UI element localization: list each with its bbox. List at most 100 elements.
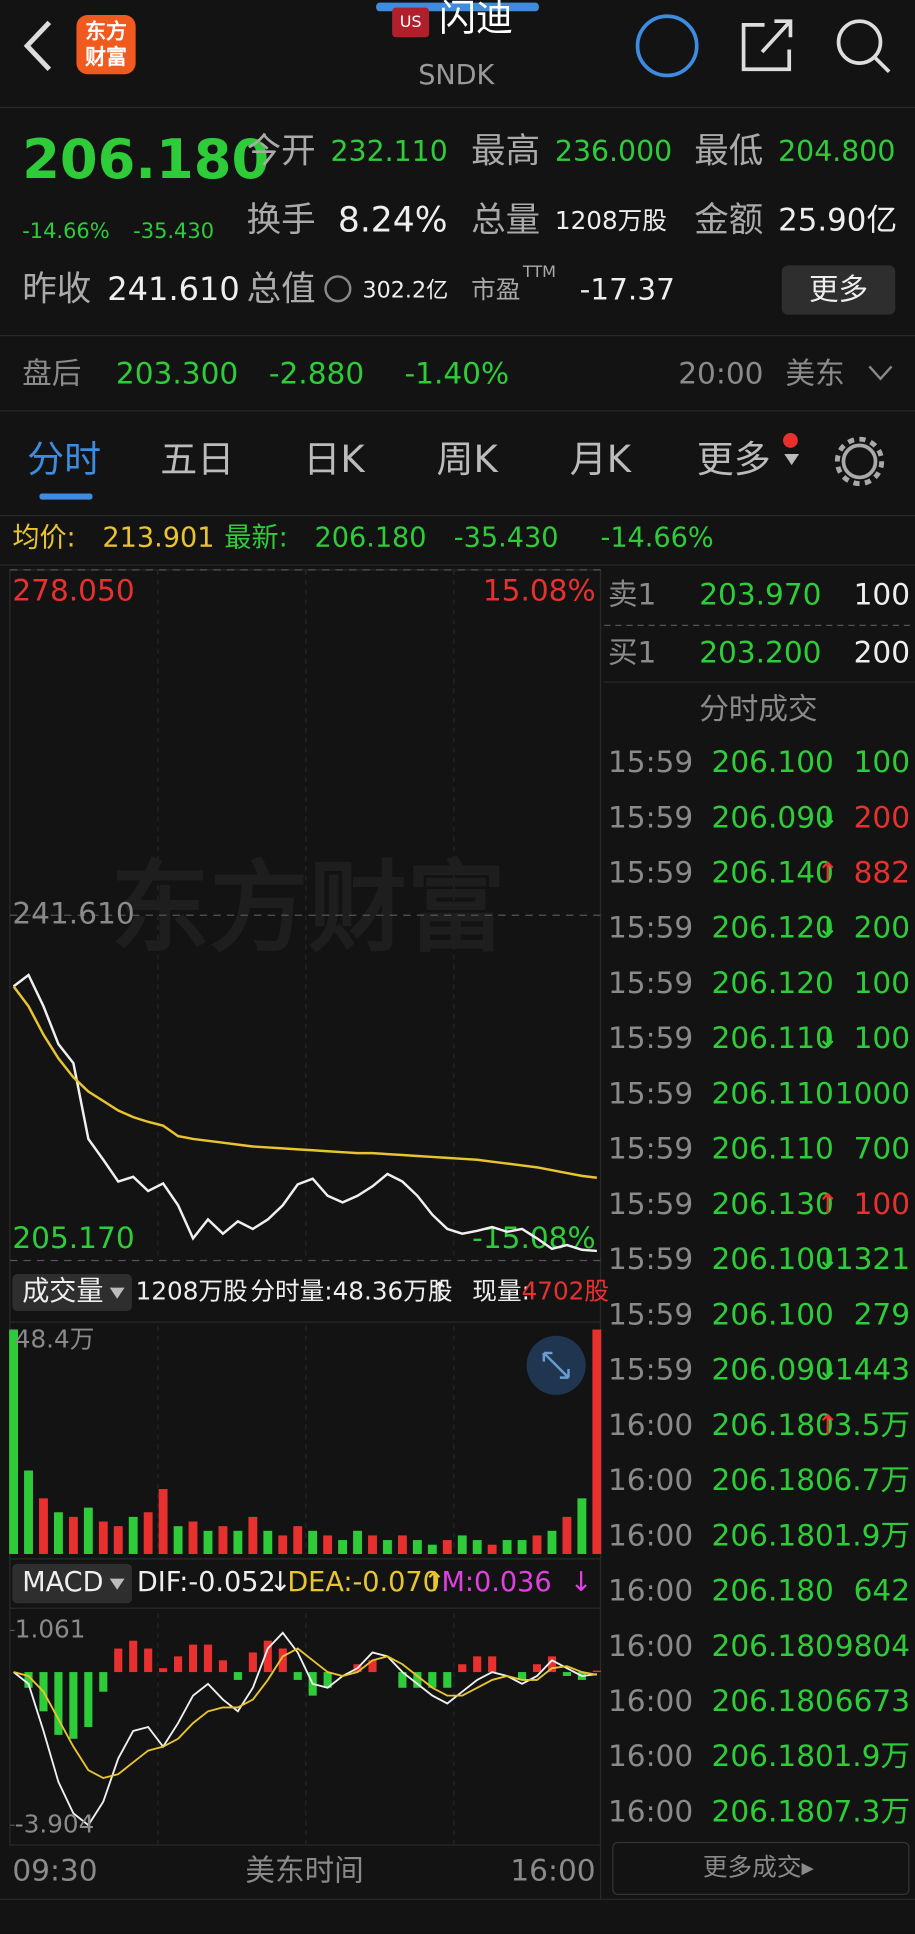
after-hours-price: 203.300 — [116, 357, 238, 391]
macd-bar — [24, 1672, 33, 1688]
watermark: 东方财富 — [111, 851, 506, 966]
search-button[interactable] — [836, 19, 891, 74]
settings-button[interactable] — [834, 436, 885, 487]
volume-selector[interactable] — [12, 1274, 132, 1312]
trade-arrow: ↓ — [816, 1244, 839, 1275]
latest-change: -35.430 — [454, 523, 559, 554]
more-trades[interactable]: 更多成交▸ — [703, 1852, 815, 1881]
stat-value: 25.90亿 — [778, 203, 897, 239]
avg-label: 均价: — [12, 523, 75, 554]
last-price: 206.180 — [22, 128, 269, 191]
trade-volume: 100 — [854, 966, 910, 1000]
volume-bar — [203, 1530, 213, 1554]
stat-value: 204.800 — [778, 135, 895, 168]
fullscreen-button[interactable] — [526, 1335, 586, 1395]
info-icon[interactable] — [324, 275, 352, 303]
volume-bar — [487, 1544, 497, 1554]
trade-price: 206.180 — [712, 1739, 834, 1773]
trade-volume: 882 — [854, 855, 910, 889]
trade-volume: 1.9万 — [833, 1739, 910, 1773]
macd-bar — [99, 1672, 108, 1692]
logo — [76, 15, 136, 75]
trade-time: 16:00 — [608, 1629, 693, 1663]
volume-period: 分时量:48.36万股 — [250, 1277, 452, 1306]
volume-bar — [472, 1540, 482, 1554]
after-hours-change: -2.880 — [269, 357, 364, 391]
trade-price: 206.120 — [712, 966, 834, 1000]
trade-time: 15:59 — [608, 1076, 693, 1110]
back-button[interactable] — [23, 20, 52, 71]
trades-title: 分时成交 — [699, 692, 817, 726]
trade-time: 16:00 — [608, 1518, 693, 1552]
after-hours-time: 20:00 — [678, 357, 763, 391]
tab[interactable]: 分时 — [27, 438, 101, 481]
trade-price: 206.180 — [712, 1684, 834, 1718]
tab[interactable]: 更多 — [697, 438, 771, 481]
stock-code: SNDK — [418, 60, 495, 91]
ai-button[interactable] — [635, 14, 699, 78]
trade-time: 16:00 — [608, 1739, 693, 1773]
trade-arrow: ↓ — [816, 802, 839, 833]
dropdown-arrow[interactable] — [109, 1578, 125, 1590]
tab[interactable]: 周K — [437, 438, 500, 481]
trade-volume: 1321 — [835, 1242, 910, 1276]
macd-bar — [293, 1672, 302, 1680]
share-button[interactable] — [741, 19, 793, 72]
volume-bar — [442, 1540, 452, 1554]
after-hours-label: 盘后 — [22, 357, 81, 391]
macd-bar — [368, 1660, 377, 1673]
trade-price: 206.130 — [712, 1187, 834, 1221]
trade-volume: 1.9万 — [833, 1518, 910, 1552]
series-line — [12, 973, 597, 1253]
logo-text: 东方 — [85, 19, 127, 43]
trade-time: 16:00 — [608, 1684, 693, 1718]
trade-price: 206.090 — [712, 1353, 834, 1387]
expand-chevron[interactable] — [868, 365, 893, 381]
trade-price: 206.100 — [712, 1242, 834, 1276]
tab[interactable]: 月K — [570, 438, 633, 481]
more-button[interactable] — [781, 265, 896, 315]
more-trades-button[interactable] — [612, 1841, 910, 1895]
legend-entry: DIF:-0.052 — [137, 1567, 276, 1598]
volume-bar — [293, 1526, 303, 1554]
macd-bar — [144, 1648, 153, 1673]
y-tick-label: -3.904 — [15, 1809, 94, 1838]
indicator-selector[interactable] — [12, 1563, 132, 1604]
tab[interactable]: 日K — [303, 438, 366, 481]
macd-bar — [69, 1672, 78, 1739]
after-hours-pct: -1.40% — [404, 357, 509, 391]
series-line — [12, 1631, 597, 1827]
market-badge: US — [400, 12, 422, 31]
trade-arrow: ↑ — [816, 857, 839, 888]
trade-price: 206.100 — [712, 1297, 834, 1331]
legend-entry: M:0.036 — [441, 1567, 551, 1598]
volume-bar — [383, 1540, 392, 1554]
trade-time: 15:59 — [608, 1021, 693, 1055]
stat-label: 总量 — [471, 201, 540, 241]
trade-time: 15:59 — [608, 1132, 693, 1166]
volume-bar — [338, 1540, 348, 1554]
legend-entry: ↓ — [269, 1567, 292, 1598]
dropdown-arrow[interactable] — [784, 454, 800, 466]
macd-bar — [458, 1664, 467, 1673]
macd-bar — [443, 1672, 452, 1688]
stat-value: 302.2亿 — [363, 278, 449, 304]
change-pct: -14.66% — [22, 219, 109, 243]
tab[interactable]: 五日 — [160, 438, 234, 481]
volume-bar — [547, 1530, 557, 1554]
volume-bar — [158, 1489, 168, 1554]
trade-time: 16:00 — [608, 1408, 693, 1442]
dropdown-arrow[interactable] — [109, 1287, 125, 1299]
more-button[interactable]: 更多 — [809, 273, 868, 307]
stat-value: 232.110 — [330, 135, 447, 168]
trade-volume: 3.5万 — [833, 1408, 910, 1442]
market-badge — [392, 7, 430, 38]
latest-price: 206.180 — [314, 523, 426, 554]
y-tick-label: 1.061 — [15, 1614, 86, 1643]
trade-time: 15:59 — [608, 745, 693, 779]
trade-arrow: ↓ — [816, 1355, 839, 1386]
volume-bar — [188, 1521, 198, 1554]
volume-bar — [353, 1530, 362, 1554]
volume-bar — [562, 1516, 572, 1554]
